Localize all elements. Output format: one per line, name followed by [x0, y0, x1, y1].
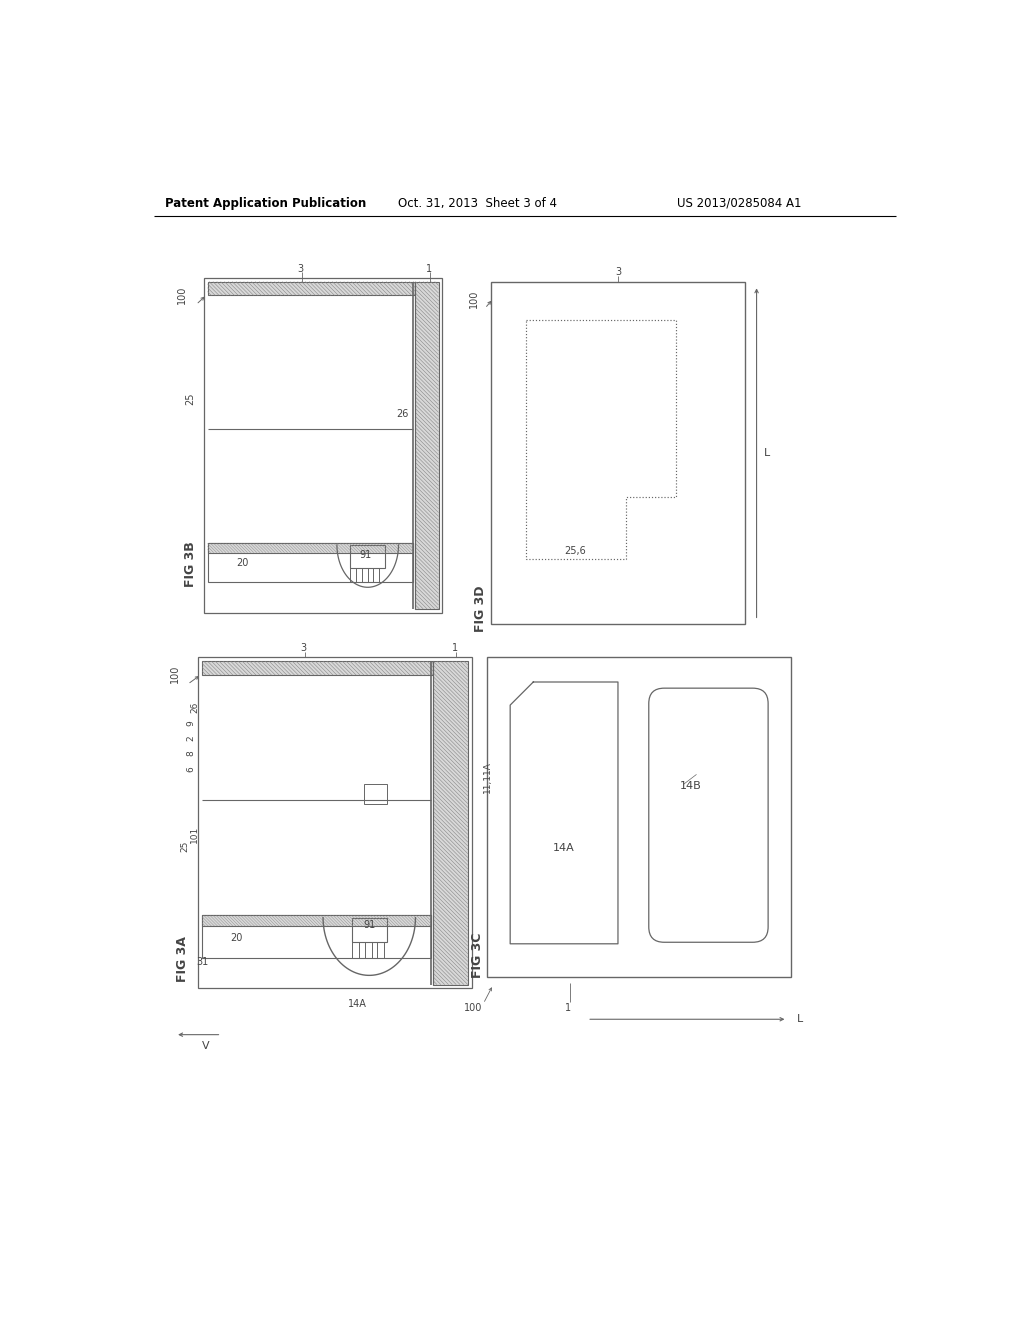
Text: 20: 20: [230, 933, 243, 944]
Text: 25: 25: [185, 392, 195, 405]
Bar: [208, 544, 413, 553]
Text: FIG 3D: FIG 3D: [474, 586, 487, 632]
Bar: [202, 915, 431, 958]
Text: 25,6: 25,6: [565, 546, 587, 556]
Text: 26: 26: [190, 702, 199, 713]
Text: 9: 9: [186, 719, 196, 726]
Text: 8: 8: [186, 751, 196, 756]
Text: 91: 91: [359, 550, 372, 560]
Text: Patent Application Publication: Patent Application Publication: [165, 197, 366, 210]
Text: 11,11A: 11,11A: [482, 760, 492, 792]
Text: 100: 100: [177, 285, 187, 304]
Bar: [373, 568, 379, 582]
Text: 1: 1: [452, 643, 458, 653]
Bar: [433, 661, 468, 985]
Text: FIG 3C: FIG 3C: [471, 933, 484, 978]
Text: 100: 100: [170, 665, 180, 684]
Text: 14A: 14A: [553, 842, 574, 853]
Bar: [350, 568, 356, 582]
Text: L: L: [764, 447, 770, 458]
Bar: [361, 568, 368, 582]
Bar: [202, 661, 433, 675]
Text: 25: 25: [180, 841, 189, 851]
Bar: [364, 784, 387, 804]
Bar: [202, 915, 431, 927]
Bar: [487, 657, 792, 977]
Text: FIG 3B: FIG 3B: [184, 541, 197, 587]
Text: 1: 1: [565, 1003, 571, 1012]
Text: 101: 101: [190, 826, 199, 843]
Text: US 2013/0285084 A1: US 2013/0285084 A1: [677, 197, 801, 210]
Text: 6: 6: [186, 766, 196, 772]
Text: 14B: 14B: [680, 781, 702, 791]
Bar: [208, 544, 413, 582]
Text: 3: 3: [301, 643, 307, 653]
Text: 2: 2: [186, 735, 196, 741]
Bar: [377, 942, 384, 958]
Bar: [208, 281, 416, 296]
Bar: [490, 281, 745, 624]
Bar: [204, 277, 442, 612]
Text: 91: 91: [364, 920, 376, 931]
Text: 3: 3: [614, 268, 621, 277]
Text: 20: 20: [236, 557, 249, 568]
Bar: [199, 657, 472, 989]
Text: FIG 3A: FIG 3A: [176, 936, 189, 982]
Text: 1: 1: [426, 264, 431, 273]
Text: 14A: 14A: [348, 999, 368, 1008]
Bar: [352, 942, 359, 958]
Bar: [352, 917, 387, 942]
Bar: [365, 942, 372, 958]
Text: 100: 100: [469, 289, 479, 308]
Bar: [350, 545, 385, 568]
Text: 3: 3: [297, 264, 303, 273]
Text: 100: 100: [464, 1003, 482, 1012]
Text: Oct. 31, 2013  Sheet 3 of 4: Oct. 31, 2013 Sheet 3 of 4: [397, 197, 557, 210]
Text: 26: 26: [396, 409, 409, 418]
Text: V: V: [202, 1041, 210, 1051]
Text: L: L: [798, 1014, 804, 1024]
Bar: [416, 281, 438, 609]
Text: 31: 31: [196, 957, 208, 966]
